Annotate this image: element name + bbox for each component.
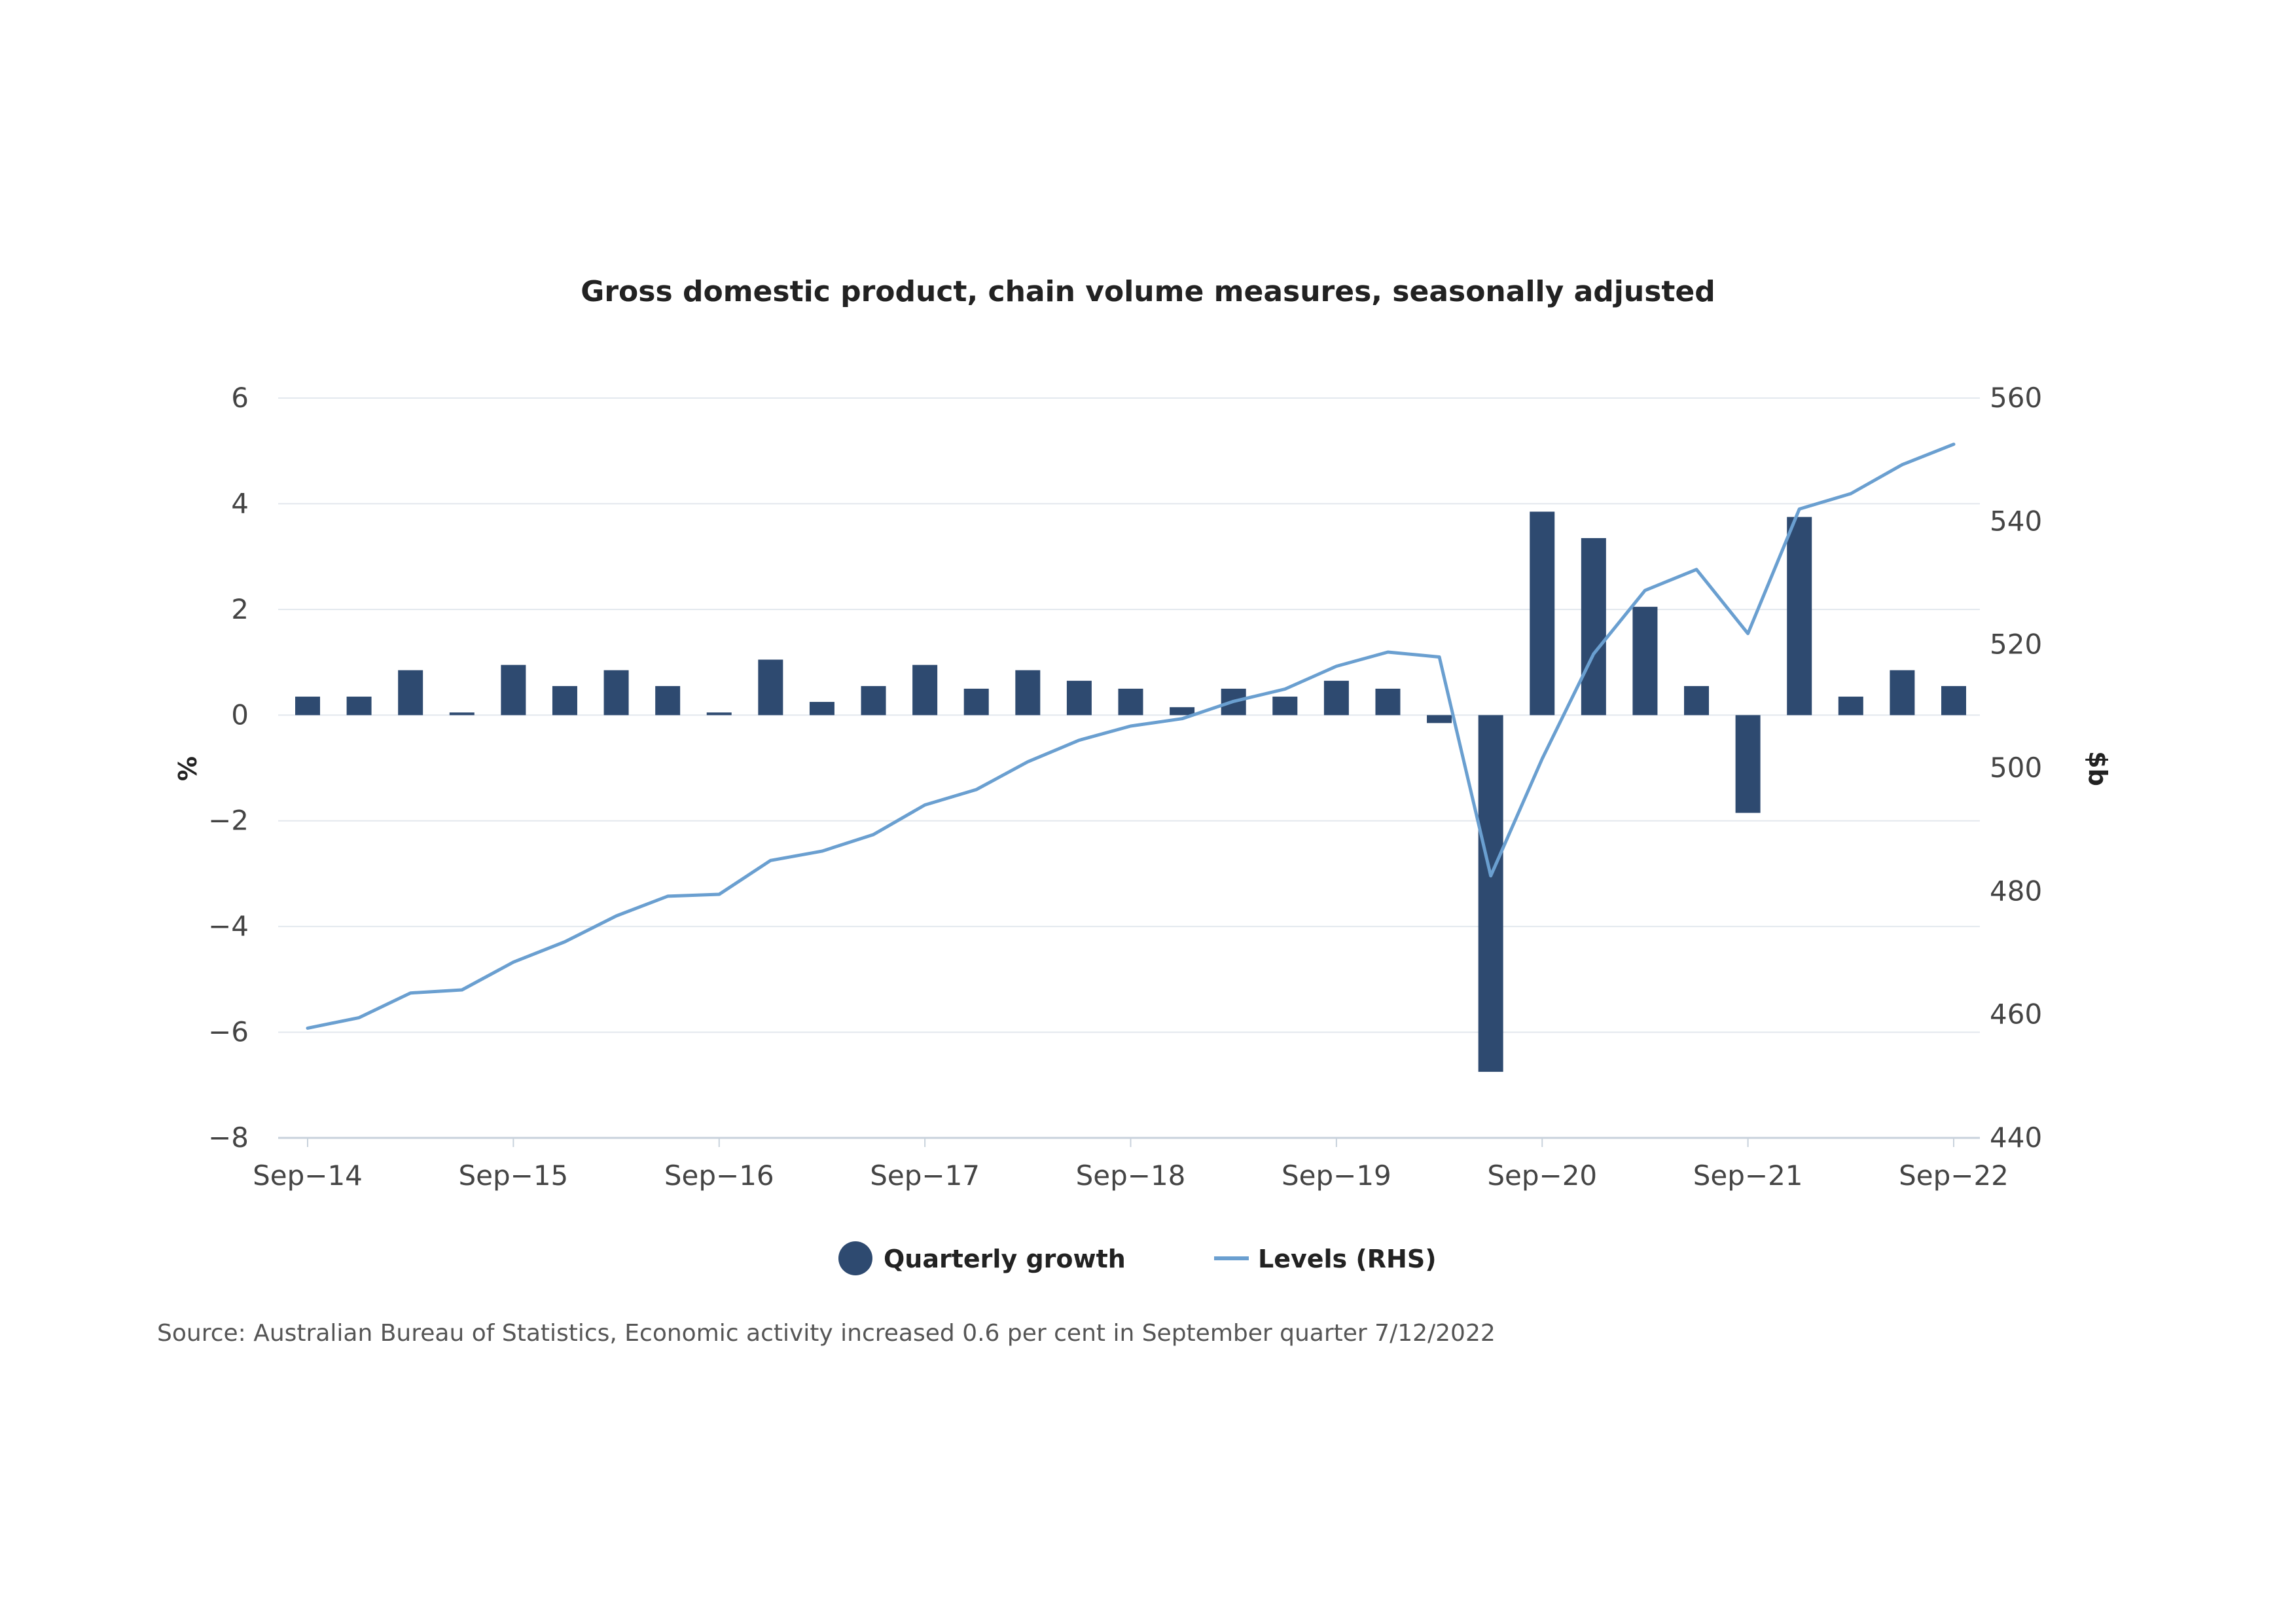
x-tick-label: Sep−18 [1076, 1159, 1186, 1192]
bar [1170, 707, 1195, 716]
bar [655, 685, 681, 716]
left-tick-label: −4 [208, 910, 249, 942]
legend-line-label: Levels (RHS) [1258, 1245, 1437, 1273]
bar-series-quarterly-growth [295, 511, 1966, 1072]
bar [1787, 517, 1812, 716]
bar [861, 685, 886, 716]
left-axis-title: % [172, 756, 201, 781]
right-axis-ticks: 560 540 520 500 480 460 440 [1990, 382, 2042, 1154]
x-tick-label: Sep−15 [458, 1159, 568, 1192]
bar [1272, 697, 1298, 716]
bar [706, 712, 732, 716]
x-axis-ticks: Sep−14 Sep−15 Sep−16 Sep−17 Sep−18 Sep−19 Sep−… [253, 1138, 2009, 1192]
bar [1323, 680, 1349, 716]
x-tick-label: Sep−17 [870, 1159, 980, 1192]
left-tick-label: 6 [231, 382, 249, 414]
x-tick-label: Sep−20 [1487, 1159, 1597, 1192]
bar [1581, 538, 1606, 716]
right-tick-label: 540 [1990, 505, 2042, 537]
chart-title: Gross domestic product, chain volume mea… [581, 275, 1715, 308]
bar [1684, 685, 1710, 716]
bar [1427, 715, 1452, 723]
right-axis-title: $b [2083, 751, 2112, 786]
bar [295, 697, 320, 716]
bar [1375, 688, 1401, 716]
right-tick-label: 480 [1990, 875, 2042, 907]
bar [1118, 688, 1143, 716]
x-tick-label: Sep−16 [664, 1159, 774, 1192]
legend-bar-label: Quarterly growth [884, 1245, 1126, 1273]
x-tick-label: Sep−21 [1693, 1159, 1803, 1192]
line-series-levels [306, 443, 1956, 1030]
bar [1838, 697, 1863, 716]
legend-bar-marker [838, 1241, 872, 1275]
left-tick-label: −6 [208, 1016, 249, 1048]
bar [1632, 606, 1658, 716]
bar [963, 688, 989, 716]
bar [346, 697, 372, 716]
x-tick-label: Sep−22 [1899, 1159, 2009, 1192]
bar [912, 665, 938, 716]
right-tick-label: 560 [1990, 382, 2042, 414]
left-tick-label: 4 [231, 487, 249, 519]
x-tick-label: Sep−19 [1282, 1159, 1391, 1192]
bar [758, 659, 783, 716]
gridlines [278, 397, 1980, 1139]
left-axis-ticks: 6 4 2 0 −2 −4 −6 −8 [208, 382, 249, 1154]
right-tick-label: 520 [1990, 629, 2042, 661]
bar [1530, 511, 1555, 716]
bar [1890, 670, 1915, 716]
bar [1015, 670, 1041, 716]
x-tick-label: Sep−14 [253, 1159, 363, 1192]
bar [449, 712, 475, 716]
bar [809, 702, 834, 716]
bar [603, 670, 629, 716]
left-tick-label: −8 [208, 1122, 249, 1154]
right-tick-label: 500 [1990, 752, 2042, 784]
right-tick-label: 440 [1990, 1122, 2042, 1154]
bar [1735, 715, 1761, 813]
line-path [306, 443, 1956, 1030]
source-note: Source: Australian Bureau of Statistics,… [157, 1320, 1496, 1347]
bar [1478, 715, 1503, 1072]
left-tick-label: 0 [231, 699, 249, 731]
right-tick-label: 460 [1990, 998, 2042, 1030]
bar [501, 665, 526, 716]
left-tick-label: −2 [208, 805, 249, 837]
bar [398, 670, 423, 716]
left-tick-label: 2 [231, 593, 249, 625]
legend: Quarterly growth Levels (RHS) [838, 1241, 1437, 1275]
bar [1941, 685, 1966, 716]
bar [1066, 680, 1092, 716]
bar [552, 685, 577, 716]
